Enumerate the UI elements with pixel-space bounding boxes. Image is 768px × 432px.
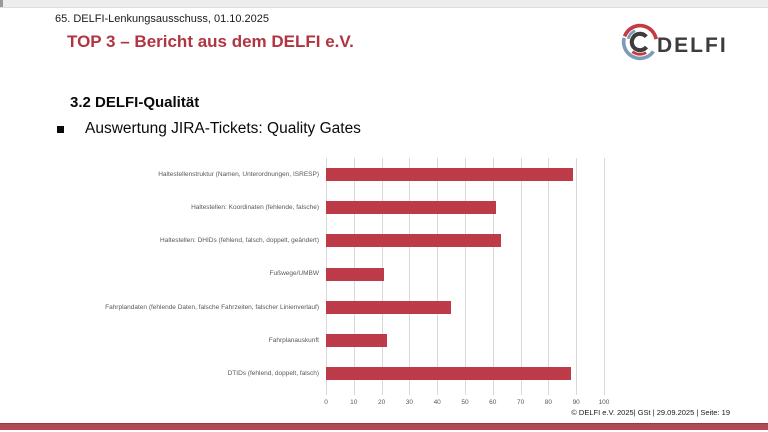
bar — [326, 366, 571, 380]
x-tick-label: 90 — [572, 399, 580, 406]
bullet-square-icon — [57, 126, 64, 133]
gridline — [492, 158, 494, 395]
gridline — [576, 158, 578, 395]
x-tick-label: 40 — [433, 399, 441, 406]
page-title: TOP 3 – Bericht aus dem DELFI e.V. — [67, 32, 354, 51]
chart-category-labels: Haltestellenstruktur (Namen, Unterordnun… — [40, 158, 319, 390]
gridline — [409, 158, 411, 395]
x-tick-label: 60 — [489, 399, 497, 406]
category-label: Fahrplandaten (fehlende Daten, falsche F… — [105, 303, 319, 311]
x-tick-label: 70 — [516, 399, 525, 406]
bottom-accent-strip — [0, 423, 768, 430]
plot-area — [326, 158, 605, 395]
top-strip — [0, 0, 768, 8]
section-subtitle: 3.2 DELFI-Qualität — [70, 94, 200, 111]
x-tick-label: 80 — [544, 399, 553, 406]
x-tick-label: 0 — [324, 399, 328, 406]
gridline — [604, 158, 605, 395]
bar — [326, 201, 496, 215]
slide-footer: © DELFI e.V. 2025| GSt | 29.09.2025 | Se… — [571, 408, 730, 417]
bar — [326, 267, 385, 281]
delfi-logo-icon — [620, 22, 660, 67]
x-tick-label: 50 — [461, 399, 469, 406]
quality-gates-bar-chart: Haltestellenstruktur (Namen, Unterordnun… — [0, 158, 768, 408]
bar — [326, 234, 502, 248]
gridline — [520, 158, 522, 395]
category-label: DTIDs (fehlend, doppelt, falsch) — [227, 369, 319, 377]
bar — [326, 168, 574, 182]
delfi-logo-text: DELFI — [657, 33, 728, 57]
bar — [326, 333, 388, 347]
gridline — [548, 158, 550, 395]
top-strip-notch — [0, 0, 3, 7]
x-tick-label: 10 — [350, 399, 358, 406]
x-tick-label: 30 — [405, 399, 414, 406]
gridline — [465, 158, 466, 395]
bullet-item: Auswertung JIRA-Tickets: Quality Gates — [57, 120, 361, 138]
category-label: Fußwege/UMBW — [269, 270, 319, 278]
category-label: Haltestellen: DHIDs (fehlend, falsch, do… — [160, 237, 319, 245]
slide-header: 65. DELFI-Lenkungsausschuss, 01.10.2025 — [55, 13, 270, 25]
delfi-logo: DELFI — [620, 22, 728, 67]
category-label: Haltestellenstruktur (Namen, Unterordnun… — [158, 171, 319, 179]
bullet-text: Auswertung JIRA-Tickets: Quality Gates — [85, 120, 361, 137]
gridline — [437, 158, 439, 395]
x-tick-label: 20 — [377, 399, 386, 406]
bar — [326, 300, 452, 314]
x-tick-label: 100 — [598, 399, 610, 406]
category-label: Haltestellen: Koordinaten (fehlende, fal… — [191, 204, 319, 212]
category-label: Fahrplanauskunft — [268, 336, 319, 344]
